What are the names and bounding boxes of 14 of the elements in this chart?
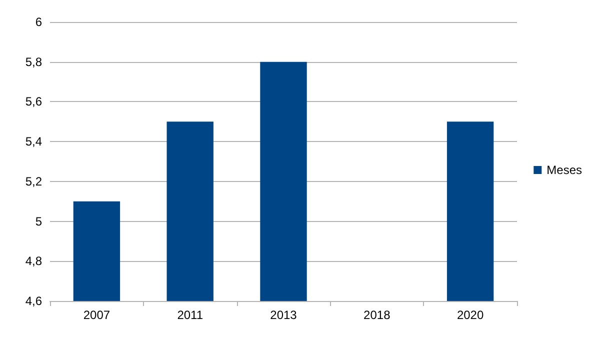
y-tick-label: 6 <box>35 15 42 29</box>
y-tick-label: 5,4 <box>25 134 42 149</box>
x-tick-label: 2018 <box>364 308 391 322</box>
x-tick-label: 2013 <box>270 308 298 322</box>
x-tick-label: 2011 <box>177 308 204 322</box>
y-tick-label: 4,8 <box>25 254 42 268</box>
y-tick-label: 5,8 <box>25 54 42 69</box>
x-tick-label: 2020 <box>456 308 484 322</box>
y-tick-label: 5 <box>35 214 42 228</box>
legend-label: Meses <box>546 163 582 177</box>
y-tick-label: 5,2 <box>25 174 42 188</box>
y-tick-label: 4,6 <box>25 294 42 308</box>
x-tick-label: 2007 <box>83 308 110 322</box>
y-tick-label: 5,6 <box>25 94 42 109</box>
